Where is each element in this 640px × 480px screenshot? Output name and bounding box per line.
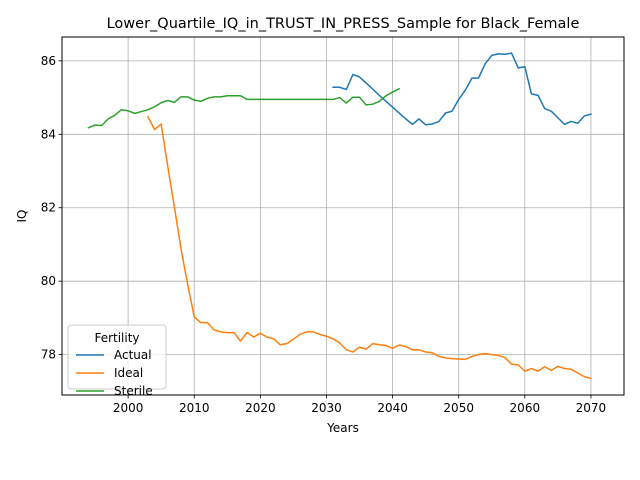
legend-label-sterile: Sterile	[114, 384, 153, 398]
y-tick-label: 78	[41, 348, 56, 362]
x-tick-label: 2060	[510, 401, 541, 415]
legend-title: Fertility	[94, 331, 139, 345]
series-line-ideal	[146, 115, 592, 380]
y-tick-label: 80	[41, 274, 56, 288]
legend-label-actual: Actual	[114, 348, 152, 362]
y-tick-label: 86	[41, 54, 56, 68]
x-tick-label: 2020	[245, 401, 276, 415]
x-axis-title: Years	[326, 421, 359, 435]
x-tick-label: 2070	[576, 401, 607, 415]
y-tick-label: 84	[41, 127, 56, 141]
y-tick-label: 82	[41, 201, 56, 215]
legend-label-ideal: Ideal	[114, 366, 143, 380]
series-line-sterile	[87, 87, 401, 129]
series-lines	[87, 52, 592, 380]
chart-title: Lower_Quartile_IQ_in_TRUST_IN_PRESS_Samp…	[107, 16, 580, 32]
x-tick-label: 2040	[377, 401, 408, 415]
series-line-actual	[332, 52, 592, 126]
y-axis-title: IQ	[15, 210, 29, 223]
legend-items: Actual Ideal Sterile	[76, 348, 153, 398]
x-tick-label: 2010	[179, 401, 210, 415]
legend: Fertility Actual Ideal Sterile	[67, 324, 167, 398]
plot-area-frame	[61, 36, 625, 396]
x-tick-label: 2050	[443, 401, 474, 415]
axis-ticks: 2000 2010 2020 2030 2040 2050 2060 2070 78 80 82 84…	[41, 54, 606, 415]
x-tick-label: 2030	[311, 401, 342, 415]
x-tick-label: 2000	[113, 401, 144, 415]
